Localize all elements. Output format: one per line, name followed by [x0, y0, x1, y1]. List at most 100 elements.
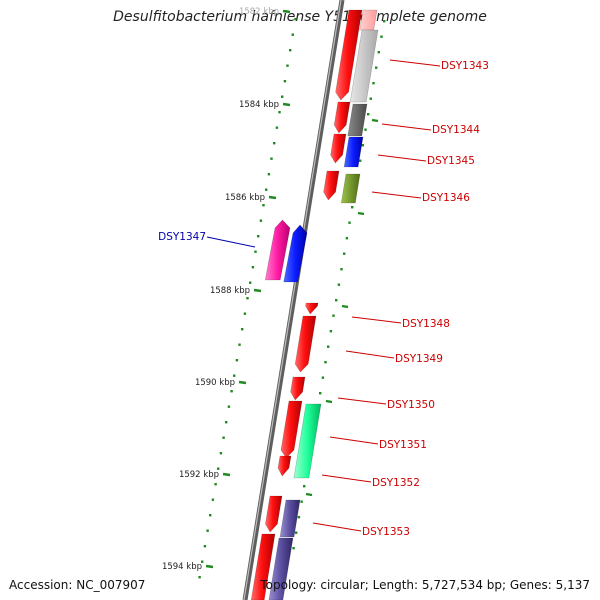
- guide-dot: [259, 219, 263, 222]
- guide-dot: [372, 82, 375, 85]
- guide-dot: [329, 330, 333, 333]
- scale-tick-mark: [253, 288, 262, 293]
- scale-tick-label: 1590 kbp: [195, 378, 235, 388]
- guide-dot: [222, 436, 225, 439]
- guide-dot: [377, 51, 380, 54]
- feature-block-pink: [359, 9, 378, 31]
- gene-label[interactable]: DSY1353: [362, 526, 410, 538]
- scale-tick-mark: [282, 102, 291, 107]
- guide-dot: [230, 390, 233, 393]
- guide-dot: [332, 314, 335, 317]
- gene-block-dsy1349: [294, 315, 317, 373]
- guide-dot: [364, 128, 367, 131]
- gene-block-dsy1345: [330, 133, 347, 164]
- guide-dot: [201, 560, 204, 563]
- feature-block-dark: [347, 103, 368, 137]
- guide-dot: [273, 142, 276, 145]
- scale-tick-mark: [282, 9, 291, 14]
- guide-dot: [225, 421, 228, 424]
- guide-dot: [340, 268, 343, 271]
- guide-dot: [238, 343, 241, 346]
- gene-label[interactable]: DSY1349: [395, 353, 443, 365]
- gene-label[interactable]: DSY1348: [402, 318, 450, 330]
- feature-dash: [371, 118, 379, 123]
- gene-label[interactable]: DSY1352: [372, 477, 420, 489]
- guide-dot: [327, 345, 330, 348]
- gene-block-dsy1343: [335, 9, 363, 101]
- gene-label-leader: [389, 59, 441, 67]
- guide-dot: [254, 250, 257, 253]
- guide-dot: [300, 500, 303, 503]
- guide-dot: [337, 283, 341, 286]
- feature-block-blue-forward: [283, 224, 308, 283]
- guide-dot: [375, 66, 378, 69]
- genome-backbone-highlight: [243, 0, 342, 600]
- guide-dot: [217, 467, 220, 470]
- gene-label[interactable]: DSY1344: [432, 124, 480, 136]
- accession-label: Accession: NC_007907: [9, 578, 146, 592]
- gene-block-dsy1347: [264, 219, 291, 281]
- gene-label[interactable]: DSY1347: [158, 231, 206, 243]
- guide-dot: [369, 97, 372, 100]
- gene-block-small: [305, 302, 319, 315]
- guide-dot: [246, 297, 249, 300]
- guide-dot: [203, 545, 207, 548]
- guide-dot: [348, 221, 351, 224]
- gene-label-leader: [381, 123, 432, 131]
- gene-label[interactable]: DSY1351: [379, 439, 427, 451]
- gene-labels: DSY1343 DSY1344 DSY1345 DSY1346 DSY1347 DSY13…: [158, 59, 489, 538]
- genome-backbone: [242, 0, 345, 600]
- scale-tick-label: 1584 kbp: [239, 100, 279, 110]
- guide-dot: [361, 144, 364, 147]
- guide-dot: [249, 281, 252, 284]
- guide-dot: [241, 328, 244, 331]
- guide-dot: [297, 516, 301, 519]
- guide-dot: [198, 576, 201, 579]
- scale-tick-mark: [238, 380, 247, 385]
- gene-block-dsy1346: [323, 170, 340, 201]
- gene-label[interactable]: DSY1343: [441, 60, 489, 72]
- guide-dot: [275, 126, 279, 129]
- gene-block-tail: [250, 533, 276, 600]
- gene-label-leader: [337, 397, 387, 405]
- gene-label-leader: [345, 350, 395, 359]
- guide-dot: [278, 111, 281, 114]
- scale-tick-mark: [268, 195, 277, 200]
- gene-label[interactable]: DSY1350: [387, 399, 435, 411]
- scale-tick-label: 1586 kbp: [225, 193, 265, 203]
- guide-dot: [265, 188, 268, 191]
- guide-dot: [219, 452, 223, 455]
- guide-dot: [291, 33, 294, 36]
- gene-label-leader: [329, 436, 379, 445]
- guide-dot: [319, 392, 322, 395]
- feature-dash: [341, 304, 349, 309]
- scale-tick-label: 1592 kbp: [179, 470, 219, 480]
- guide-dot: [233, 374, 236, 377]
- scale-tick-label: 1582 kbp: [239, 7, 279, 17]
- guide-dot: [289, 49, 292, 52]
- guide-dot: [303, 485, 306, 488]
- guide-dot: [335, 299, 338, 302]
- guide-dot: [214, 483, 217, 486]
- guide-dot: [324, 361, 327, 364]
- scale-tick-label: 1594 kbp: [162, 562, 202, 572]
- gene-label[interactable]: DSY1346: [422, 192, 470, 204]
- guide-dot: [235, 359, 239, 362]
- gene-label-leader: [312, 522, 362, 532]
- guide-dot: [243, 312, 247, 315]
- genome-summary: Topology: circular; Length: 5,727,534 bp…: [260, 578, 590, 592]
- gene-label[interactable]: DSY1345: [427, 155, 475, 167]
- guide-dot: [251, 266, 255, 269]
- guide-dot: [295, 531, 298, 534]
- guide-dot: [321, 376, 325, 379]
- gene-label-leader: [377, 154, 427, 162]
- guide-dot: [281, 95, 284, 98]
- scale-tick-mark: [205, 564, 214, 569]
- feature-block-purple: [279, 499, 301, 538]
- gene-label-leader: [351, 316, 402, 324]
- gene-block-dsy1344: [333, 101, 351, 134]
- guide-dot: [351, 206, 354, 209]
- gene-label-leader: [371, 191, 422, 199]
